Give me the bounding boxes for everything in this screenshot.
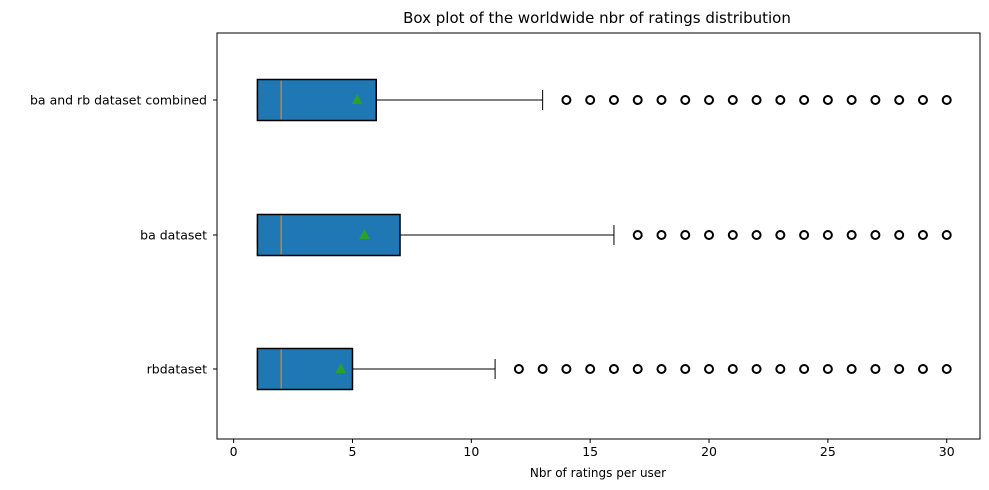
flier-point [656,230,667,240]
flier-point [941,95,952,105]
flier-point [941,364,952,374]
x-tick-label: 10 [463,444,479,459]
x-tick-label: 30 [939,444,955,459]
flier-point [561,95,572,105]
flier-point [680,364,691,374]
flier-point [846,364,857,374]
flier-point [656,95,667,105]
flier-point [917,230,928,240]
flier-point [751,95,762,105]
y-tick-label: rbdataset [147,362,207,377]
flier-point [608,95,619,105]
box [256,213,401,257]
y-tick-label: ba dataset [140,228,207,243]
flier-point [704,230,715,240]
y-tick-label: ba and rb dataset combined [30,93,207,108]
flier-point [632,364,643,374]
x-axis: 0 5 10 15 20 25 30 [230,439,955,459]
box [256,347,354,391]
x-tick-label: 0 [230,444,238,459]
flier-point [822,230,833,240]
flier-point [704,95,715,105]
flier-point [656,364,667,374]
x-tick-label: 25 [820,444,836,459]
plot-frame [216,32,981,440]
flier-point [632,230,643,240]
chart-title: Box plot of the worldwide nbr of ratings… [403,9,791,27]
flier-point [751,230,762,240]
flier-point [775,95,786,105]
mean-marker [335,363,347,373]
mean-marker [358,229,370,239]
flier-point [894,95,905,105]
flier-point [799,364,810,374]
plot-area [256,78,952,391]
flier-point [751,364,762,374]
flier-point [632,95,643,105]
x-axis-label: Nbr of ratings per user [530,466,666,480]
mean-marker [351,94,363,104]
flier-point [870,95,881,105]
x-tick-label: 5 [349,444,357,459]
flier-point [894,364,905,374]
flier-point [870,364,881,374]
flier-point [585,364,596,374]
x-tick-label: 20 [701,444,717,459]
flier-point [608,364,619,374]
flier-point [894,230,905,240]
flier-point [585,95,596,105]
flier-point [727,95,738,105]
y-axis: ba and rb dataset combined ba dataset rbda… [30,93,217,377]
flier-point [799,95,810,105]
flier-point [561,364,572,374]
flier-point [537,364,548,374]
flier-point [822,95,833,105]
flier-point [727,230,738,240]
flier-point [870,230,881,240]
flier-point [822,364,833,374]
flier-point [775,230,786,240]
flier-point [917,95,928,105]
flier-point [775,364,786,374]
x-tick-label: 15 [582,444,598,459]
flier-point [917,364,928,374]
flier-point [704,364,715,374]
flier-point [513,364,524,374]
flier-point [941,230,952,240]
flier-point [846,230,857,240]
flier-point [680,230,691,240]
flier-point [727,364,738,374]
flier-point [680,95,691,105]
flier-point [799,230,810,240]
flier-point [846,95,857,105]
